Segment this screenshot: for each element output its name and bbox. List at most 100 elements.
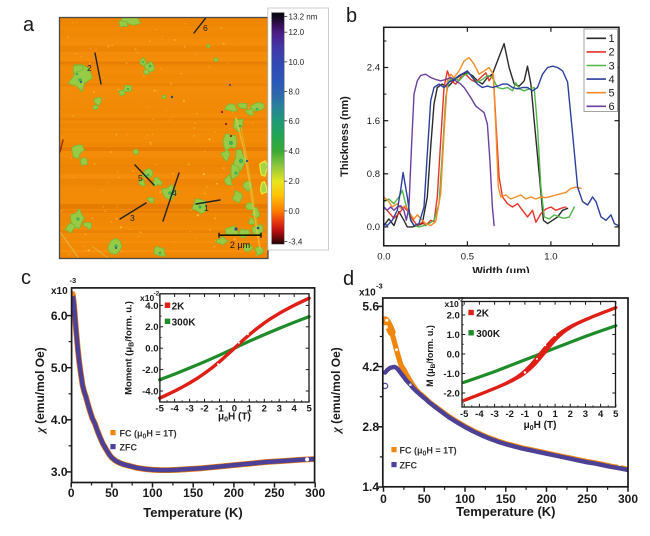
svg-text:3: 3 — [583, 409, 588, 420]
svg-text:1.6: 1.6 — [367, 116, 380, 127]
svg-text:5.0: 5.0 — [51, 361, 68, 375]
svg-text:2 μm: 2 μm — [230, 240, 250, 250]
svg-text:a: a — [23, 14, 35, 36]
svg-text:-2: -2 — [458, 297, 464, 304]
svg-text:-2: -2 — [200, 404, 208, 415]
svg-text:b: b — [346, 5, 357, 27]
svg-text:5.6: 5.6 — [362, 300, 379, 314]
svg-text:3.0: 3.0 — [51, 465, 68, 479]
svg-text:-3.4: -3.4 — [289, 238, 303, 247]
svg-text:Thickness (nm): Thickness (nm) — [339, 96, 351, 177]
svg-text:1: 1 — [553, 409, 559, 420]
svg-text:0.0: 0.0 — [377, 252, 390, 263]
svg-text:-3: -3 — [70, 276, 77, 285]
svg-text:50: 50 — [105, 486, 119, 500]
svg-text:0.0: 0.0 — [367, 222, 380, 233]
svg-text:0: 0 — [68, 486, 75, 500]
svg-text:0.0: 0.0 — [447, 349, 460, 360]
svg-text:4.0: 4.0 — [145, 301, 158, 312]
svg-text:-1.0: -1.0 — [443, 369, 459, 380]
svg-text:-3: -3 — [376, 282, 383, 291]
svg-text:2.0: 2.0 — [289, 177, 301, 186]
svg-text:Temperature (K): Temperature (K) — [456, 504, 555, 519]
svg-text:-5: -5 — [460, 409, 469, 420]
svg-text:100: 100 — [455, 492, 475, 506]
svg-text:Moment (μB/form. u.): Moment (μB/form. u.) — [124, 301, 136, 395]
svg-text:-1: -1 — [215, 404, 224, 415]
svg-text:1.0: 1.0 — [447, 330, 460, 341]
svg-text:χ (emu/mol Oe): χ (emu/mol Oe) — [33, 347, 47, 435]
svg-text:50: 50 — [418, 492, 432, 506]
svg-text:c: c — [21, 267, 31, 289]
svg-text:2: 2 — [87, 63, 92, 73]
svg-text:2.4: 2.4 — [367, 63, 380, 74]
svg-text:x10: x10 — [445, 299, 459, 309]
svg-text:5: 5 — [613, 409, 619, 420]
svg-text:250: 250 — [577, 492, 597, 506]
svg-text:x10: x10 — [51, 286, 68, 297]
svg-text:2K: 2K — [476, 309, 490, 320]
svg-text:2K: 2K — [172, 301, 186, 312]
svg-text:150: 150 — [183, 486, 203, 500]
svg-text:4: 4 — [172, 188, 177, 198]
svg-text:6: 6 — [203, 23, 208, 33]
svg-text:150: 150 — [496, 492, 516, 506]
svg-text:1: 1 — [204, 203, 209, 213]
svg-text:6: 6 — [609, 101, 615, 113]
svg-text:8.0: 8.0 — [289, 88, 301, 97]
svg-text:3: 3 — [277, 404, 282, 415]
svg-text:-2: -2 — [505, 409, 513, 420]
svg-text:250: 250 — [265, 486, 285, 500]
svg-text:3: 3 — [130, 213, 135, 223]
svg-text:6.0: 6.0 — [51, 309, 68, 323]
svg-text:200: 200 — [536, 492, 556, 506]
svg-text:6.0: 6.0 — [289, 117, 301, 126]
svg-text:1: 1 — [247, 404, 253, 415]
svg-text:x10: x10 — [359, 288, 376, 299]
svg-text:4.0: 4.0 — [51, 413, 68, 427]
svg-text:M (μB/form. u.): M (μB/form. u.) — [425, 325, 437, 387]
svg-text:ZFC: ZFC — [120, 442, 138, 452]
svg-text:-3: -3 — [185, 404, 193, 415]
svg-text:0: 0 — [380, 492, 387, 506]
svg-text:Temperature (K): Temperature (K) — [143, 505, 242, 520]
svg-text:0: 0 — [232, 404, 237, 415]
svg-text:0.5: 0.5 — [461, 252, 474, 263]
svg-text:300K: 300K — [476, 329, 501, 340]
svg-text:-4.0: -4.0 — [142, 386, 158, 397]
svg-text:4.2: 4.2 — [362, 360, 379, 374]
svg-text:2.0: 2.0 — [447, 310, 460, 321]
svg-text:1.4: 1.4 — [362, 480, 379, 494]
svg-text:4: 4 — [609, 74, 615, 86]
svg-text:2: 2 — [568, 409, 573, 420]
svg-text:4: 4 — [292, 404, 298, 415]
svg-text:μ0H (T): μ0H (T) — [524, 420, 557, 432]
svg-text:1: 1 — [609, 33, 615, 45]
svg-text:μ0H (T): μ0H (T) — [218, 412, 251, 424]
svg-text:5: 5 — [307, 404, 313, 415]
svg-text:4.0: 4.0 — [289, 147, 301, 156]
svg-text:d: d — [343, 268, 354, 290]
svg-text:13.2 nm: 13.2 nm — [289, 13, 318, 22]
svg-text:χ (emu/mol Oe): χ (emu/mol Oe) — [329, 347, 343, 435]
svg-text:5: 5 — [609, 88, 615, 100]
svg-text:2: 2 — [609, 47, 615, 59]
svg-text:-2.0: -2.0 — [142, 365, 158, 376]
svg-text:-1: -1 — [521, 409, 530, 420]
svg-text:0.0: 0.0 — [289, 207, 301, 216]
svg-text:1.0: 1.0 — [544, 252, 557, 263]
svg-text:0.8: 0.8 — [367, 169, 380, 180]
svg-text:-4: -4 — [475, 409, 484, 420]
svg-text:2: 2 — [262, 404, 267, 415]
svg-text:5: 5 — [138, 173, 143, 183]
svg-text:300: 300 — [305, 486, 325, 500]
svg-text:0: 0 — [537, 409, 542, 420]
svg-text:3: 3 — [609, 60, 615, 72]
svg-text:-3: -3 — [490, 409, 498, 420]
svg-text:200: 200 — [224, 486, 244, 500]
svg-text:2.0: 2.0 — [145, 322, 158, 333]
svg-text:10.0: 10.0 — [289, 58, 305, 67]
svg-text:ZFC: ZFC — [400, 460, 418, 470]
svg-text:FC (μ0H = 1T): FC (μ0H = 1T) — [400, 445, 457, 457]
svg-text:x10: x10 — [140, 293, 154, 303]
